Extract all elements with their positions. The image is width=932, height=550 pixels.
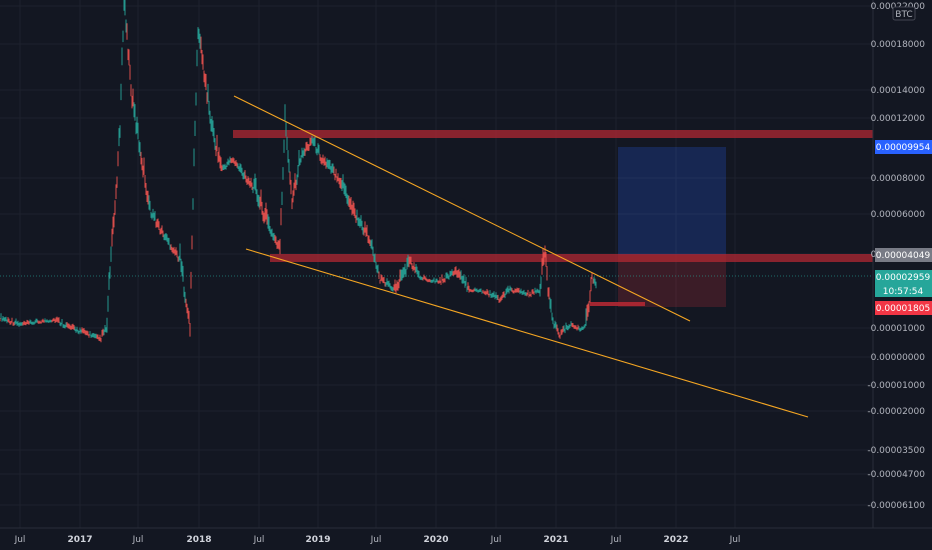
y-tick-label: -0.00004700: [867, 470, 925, 480]
price-candles: [0, 0, 597, 343]
current-price-tag-label: 0.00002959: [876, 273, 931, 283]
stop-zone: [618, 255, 726, 307]
trendlines: [233, 95, 809, 418]
x-tick-label: 2019: [305, 535, 330, 545]
analysis-zones: [0, 130, 873, 307]
y-tick-label: 0.00001000: [871, 324, 926, 334]
y-tick-label: 0.00012000: [871, 114, 926, 124]
x-tick-label: 2017: [67, 535, 92, 545]
x-tick-label: Jul: [14, 535, 26, 545]
price-tags: 0.000099540.000040490.0000295910:57:540.…: [875, 140, 932, 315]
grid: [0, 0, 873, 528]
countdown-label: 10:57:54: [883, 287, 924, 297]
y-tick-label: 0.00014000: [871, 86, 926, 96]
time-axis[interactable]: Jul 2017 Jul 2018 Jul 2019 Jul 2020 Jul 2021 Jul 20…: [14, 535, 741, 545]
lower-trendline: [245, 248, 809, 418]
resistance-band-lower: [270, 254, 873, 262]
target-price-tag-label: 0.00009954: [876, 143, 931, 153]
x-tick-label: Jul: [132, 535, 144, 545]
y-tick-label: -0.00006100: [867, 501, 925, 511]
stop-price-tag-label: 0.00001805: [876, 304, 930, 314]
stop-price-tag: 0.00001805: [875, 301, 932, 315]
y-tick-label: 0.00018000: [871, 40, 926, 50]
x-tick-label: 2020: [423, 535, 448, 545]
y-tick-label: 0.00008000: [871, 174, 926, 184]
x-tick-label: Jul: [490, 535, 502, 545]
x-tick-label: 2022: [663, 535, 688, 545]
resistance-band-upper: [233, 130, 873, 138]
resistance-price-tag-label: 0.00004049: [876, 251, 931, 261]
x-tick-label: 2018: [186, 535, 211, 545]
target-price-tag: 0.00009954: [875, 140, 932, 154]
stop-marker: [590, 302, 645, 306]
x-tick-label: 2021: [543, 535, 568, 545]
resistance-price-tag: 0.00004049: [875, 248, 932, 262]
target-zone: [618, 147, 726, 255]
currency-label: BTC: [892, 6, 916, 21]
y-tick-label: -0.00003500: [867, 446, 925, 456]
y-tick-label: 0.00000000: [871, 353, 926, 363]
upper-trendline: [233, 95, 691, 322]
y-tick-label: -0.00001000: [867, 381, 925, 391]
x-tick-label: Jul: [729, 535, 741, 545]
x-tick-label: Jul: [253, 535, 265, 545]
currency-label-text: BTC: [895, 10, 912, 20]
x-tick-label: Jul: [610, 535, 622, 545]
y-tick-label: 0.00006000: [871, 210, 926, 220]
y-tick-label: -0.00002000: [867, 407, 925, 417]
current-price-tag: 0.00002959 10:57:54: [875, 270, 932, 297]
x-tick-label: Jul: [370, 535, 382, 545]
